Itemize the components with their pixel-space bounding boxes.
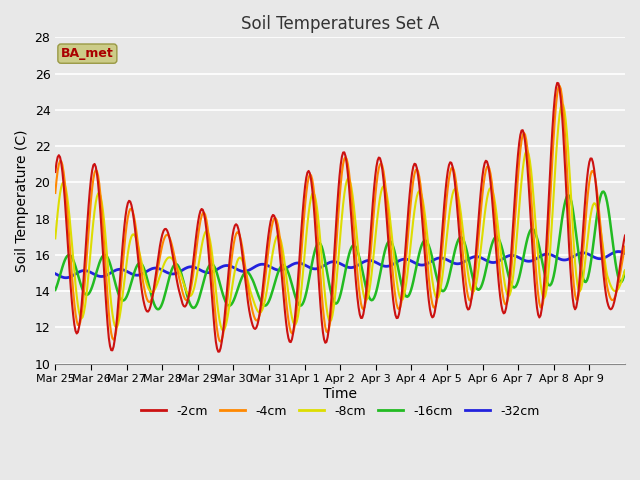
Y-axis label: Soil Temperature (C): Soil Temperature (C) — [15, 129, 29, 272]
X-axis label: Time: Time — [323, 387, 357, 401]
Title: Soil Temperatures Set A: Soil Temperatures Set A — [241, 15, 439, 33]
Text: BA_met: BA_met — [61, 47, 114, 60]
Legend: -2cm, -4cm, -8cm, -16cm, -32cm: -2cm, -4cm, -8cm, -16cm, -32cm — [136, 400, 545, 423]
